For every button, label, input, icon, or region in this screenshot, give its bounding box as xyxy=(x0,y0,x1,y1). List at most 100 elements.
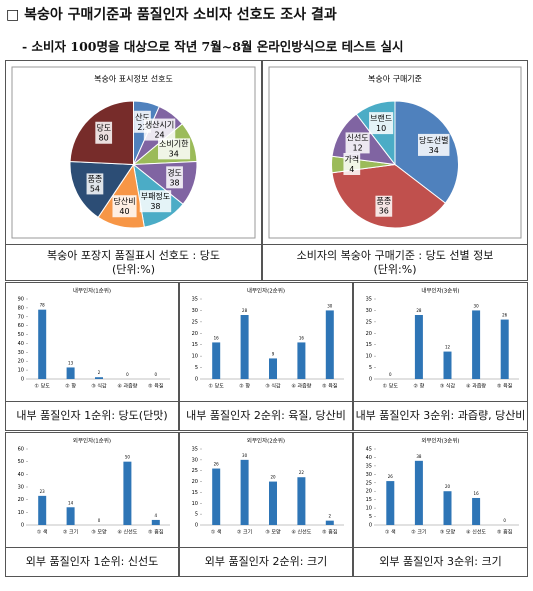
x-tick-label: ③ 모양 xyxy=(265,529,281,536)
caption: 외부 품질인자 2순위: 크기 xyxy=(179,547,353,577)
y-tick-label: 0 xyxy=(369,523,372,529)
chart-title: 복숭아 구매기준 xyxy=(368,74,422,84)
bar xyxy=(151,519,160,525)
x-tick-label: ③ 식감 xyxy=(265,383,281,390)
value-label: 30 xyxy=(327,303,333,308)
title: □ 복숭아 구매기준과 품질인자 소비자 선호도 조사 결과 xyxy=(6,7,337,23)
y-tick-label: 20 xyxy=(18,359,24,365)
x-tick-label: ③ 모양 xyxy=(440,529,456,536)
y-tick-label: 20 xyxy=(18,497,24,503)
x-tick-label: ① 색 xyxy=(211,529,222,536)
x-tick-label: ⑤ 육질 xyxy=(322,383,338,390)
label-box xyxy=(343,153,361,175)
slice-name: 가격 xyxy=(344,154,359,164)
value-label: 28 xyxy=(242,308,248,313)
x-tick-label: ④ 과즙량 xyxy=(291,383,311,390)
value-label: 22 xyxy=(299,470,305,475)
caption: 외부 품질인자 3순위: 크기 xyxy=(353,547,528,577)
bar xyxy=(414,460,423,525)
value-label: 0 xyxy=(155,372,158,377)
y-tick-label: 35 xyxy=(366,463,372,469)
y-tick-label: 5 xyxy=(195,512,198,518)
slice-name: 당도선별 xyxy=(419,135,448,145)
bar xyxy=(297,477,306,525)
x-tick-label: ① 당도 xyxy=(383,383,399,390)
caption: 복숭아 포장지 품질표시 선호도 : 당도 (단위:%) xyxy=(5,244,262,281)
x-tick-label: ① 색 xyxy=(385,529,396,536)
slice-name: 당산비 xyxy=(113,196,135,206)
chart-title: 외부인자(2순위) xyxy=(247,437,285,445)
slice-value: 10 xyxy=(376,124,386,133)
slice-value: 80 xyxy=(99,134,109,143)
y-tick-label: 15 xyxy=(192,490,198,496)
y-tick-label: 25 xyxy=(366,480,372,486)
caption: 내부 품질인자 1순위: 당도(단맛) xyxy=(5,401,179,431)
x-tick-label: ③ 모양 xyxy=(91,529,107,536)
chart-cell: 외부인자(3순위) 0 5 10 15 20 25 30 35 40 45 26 ① 색 38 ② 크기 20… xyxy=(353,432,528,548)
y-tick-label: 10 xyxy=(18,510,24,516)
bar xyxy=(240,459,249,525)
y-tick-label: 15 xyxy=(366,342,372,348)
chart-frame xyxy=(11,66,256,239)
chart-cell: 외부인자(1순위) 0 10 20 30 40 50 60 23 ① 색 14 ② 크기 0 ③ 모양 50… xyxy=(5,432,179,548)
slice-value: 4 xyxy=(349,165,354,174)
bar xyxy=(38,309,47,379)
y-tick-label: 35 xyxy=(366,297,372,303)
value-label: 16 xyxy=(299,335,305,340)
value-label: 14 xyxy=(68,500,74,505)
caption-text: 외부 품질인자 3순위: 크기 xyxy=(379,555,502,568)
bar xyxy=(269,481,277,525)
value-label: 0 xyxy=(503,518,506,523)
value-label: 30 xyxy=(474,303,480,308)
chart-title: 내부인자(2순위) xyxy=(247,287,285,295)
bar xyxy=(66,367,75,379)
bar xyxy=(66,507,75,525)
x-tick-label: ① 색 xyxy=(37,529,48,536)
x-tick-label: ④ 신선도 xyxy=(466,529,486,536)
value-label: 28 xyxy=(416,308,422,313)
value-label: 4 xyxy=(155,513,158,518)
value-label: 26 xyxy=(388,474,394,479)
y-tick-label: 30 xyxy=(192,308,198,314)
chart-cell: 내부인자(3순위) 0 5 10 15 20 25 30 35 0 ① 당도 28 ② 향 12 ③ 식감 3… xyxy=(353,282,528,402)
y-tick-label: 40 xyxy=(18,472,24,478)
bar xyxy=(325,520,334,525)
label-box xyxy=(86,173,104,195)
bar xyxy=(212,468,221,525)
caption-text: 복숭아 포장지 품질표시 선호도 : 당도 xyxy=(47,248,220,262)
chart: 복숭아 표시정보 선호도산도22생산시기24소비기한34경도38부패정도38당산… xyxy=(11,66,256,239)
slice-name: 당도 xyxy=(96,123,111,133)
y-tick-label: 30 xyxy=(366,472,372,478)
bar xyxy=(472,310,481,379)
bar xyxy=(443,351,452,379)
value-label: 23 xyxy=(40,489,46,494)
x-tick-label: ① 당도 xyxy=(209,383,225,390)
bar xyxy=(414,315,423,379)
y-tick-label: 25 xyxy=(192,319,198,325)
y-tick-label: 10 xyxy=(18,368,24,374)
chart-title: 복숭아 표시정보 선호도 xyxy=(94,74,173,84)
y-tick-label: 10 xyxy=(366,354,372,360)
y-tick-label: 5 xyxy=(195,365,198,371)
y-tick-label: 15 xyxy=(192,342,198,348)
slice-value: 22 xyxy=(137,123,147,132)
bar xyxy=(325,310,334,379)
subtitle: - 소비자 100명을 대상으로 작년 7월~8월 온라인방식으로 테스트 실시 xyxy=(22,39,404,54)
x-tick-label: ② 향 xyxy=(239,383,250,390)
caption-text: 내부 품질인자 2순위: 육질, 당산비 xyxy=(186,409,346,422)
label-box xyxy=(369,112,394,135)
y-tick-label: 0 xyxy=(21,377,24,383)
y-tick-label: 10 xyxy=(192,354,198,360)
slice-value: 38 xyxy=(150,202,160,211)
caption: 내부 품질인자 2순위: 육질, 당산비 xyxy=(179,401,353,431)
value-label: 9 xyxy=(272,351,275,356)
x-tick-label: ② 크기 xyxy=(237,529,252,536)
chart-title: 외부인자(1순위) xyxy=(73,437,111,445)
y-tick-label: 25 xyxy=(366,319,372,325)
